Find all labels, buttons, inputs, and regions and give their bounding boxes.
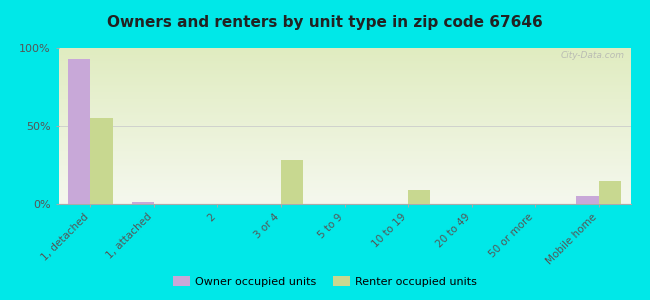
Bar [281, 160, 303, 204]
Bar [599, 181, 621, 204]
Text: Owners and renters by unit type in zip code 67646: Owners and renters by unit type in zip c… [107, 15, 543, 30]
Legend: Owner occupied units, Renter occupied units: Owner occupied units, Renter occupied un… [168, 272, 482, 291]
Bar [90, 118, 112, 204]
Bar [577, 196, 599, 204]
Text: City-Data.com: City-Data.com [561, 51, 625, 60]
Bar [131, 202, 154, 204]
Bar [68, 59, 90, 204]
Bar [408, 190, 430, 204]
